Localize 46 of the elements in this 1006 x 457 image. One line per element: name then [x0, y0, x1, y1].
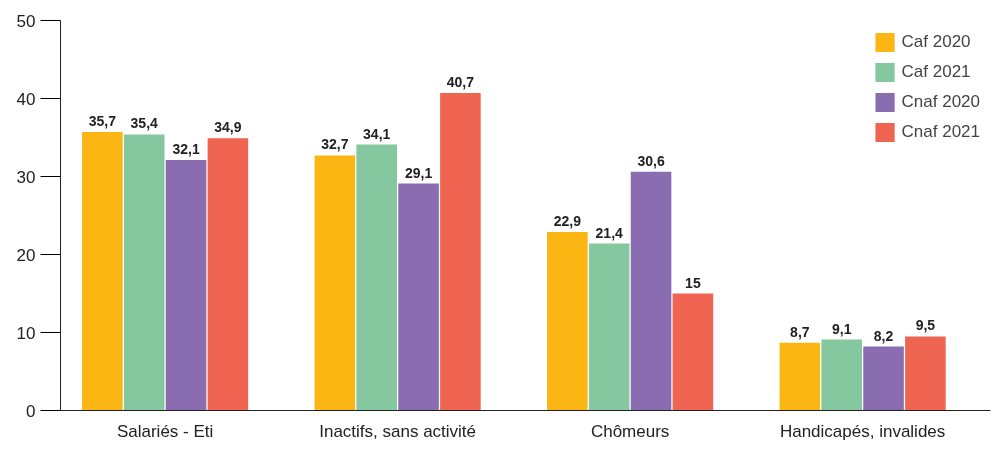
data-label: 8,2 [873, 327, 894, 344]
x-tick-label: Chômeurs [590, 421, 670, 441]
data-label: 30,6 [637, 152, 665, 169]
bar [779, 342, 821, 411]
data-label: 35,7 [88, 113, 117, 130]
bar [863, 346, 904, 411]
data-label: 8,7 [790, 323, 810, 340]
data-label: 32,7 [321, 136, 349, 153]
x-tick-label: Salariés - Eti [116, 421, 214, 441]
y-tick-label: 50 [16, 11, 36, 31]
bar [547, 231, 588, 411]
data-label: 15 [685, 274, 701, 291]
data-label: 34,1 [363, 125, 391, 142]
bar [588, 243, 630, 411]
bar [905, 336, 946, 411]
data-label: 21,4 [595, 224, 624, 241]
y-tick-label: 0 [26, 401, 36, 421]
bar [630, 171, 672, 411]
legend-label: Cnaf 2020 [901, 92, 980, 112]
bar [82, 132, 123, 411]
y-tick-label: 30 [16, 167, 36, 187]
data-label: 40,7 [446, 74, 475, 91]
bar [165, 160, 207, 411]
bar [356, 144, 397, 411]
bar [672, 293, 714, 411]
data-label: 32,1 [172, 141, 200, 158]
data-label: 34,9 [214, 119, 242, 136]
data-label: 35,4 [130, 115, 159, 132]
legend-label: Cnaf 2021 [901, 122, 980, 142]
bar [314, 155, 356, 411]
y-tick-label: 10 [16, 323, 36, 343]
data-label: 22,9 [553, 212, 582, 229]
x-tick-label: Inactifs, sans activité [319, 421, 477, 441]
legend-label: Caf 2020 [901, 32, 971, 52]
bar [123, 134, 165, 411]
data-label: 29,1 [404, 164, 433, 181]
bar [821, 339, 862, 411]
data-label: 9,5 [915, 317, 936, 334]
y-tick-label: 20 [16, 245, 36, 265]
y-tick-label: 40 [16, 89, 36, 109]
x-tick-label: Handicapés, invalides [779, 421, 946, 441]
bar [398, 183, 439, 411]
data-label: 9,1 [831, 320, 852, 337]
bar [207, 138, 249, 411]
bar [440, 93, 481, 411]
legend-label: Caf 2021 [901, 62, 971, 82]
